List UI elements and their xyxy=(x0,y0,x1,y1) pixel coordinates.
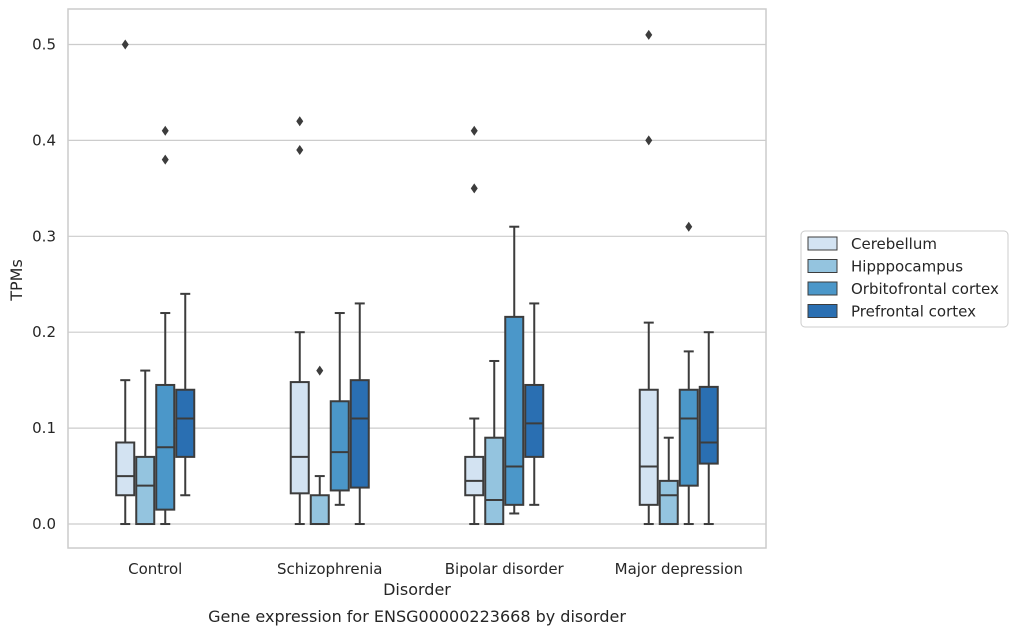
box-body xyxy=(175,388,196,458)
box-orbitofrontal-cortex xyxy=(155,125,176,526)
outlier-point xyxy=(470,183,478,194)
x-tick-label: Control xyxy=(128,560,182,578)
legend-swatch xyxy=(807,236,838,251)
box-hipppocampus xyxy=(484,359,505,526)
outlier-point xyxy=(296,144,304,155)
box-cerebellum xyxy=(638,29,659,526)
box-hipppocampus xyxy=(658,436,679,526)
legend-label: Orbitofrontal cortex xyxy=(851,280,999,298)
box-body xyxy=(504,315,525,506)
box-body xyxy=(658,479,679,526)
x-axis-ticks: Control Schizophrenia Bipolar disorder Majo… xyxy=(128,560,743,578)
box-prefrontal-cortex xyxy=(698,331,719,526)
box-body xyxy=(698,385,719,465)
outlier-point xyxy=(121,39,129,50)
box-body xyxy=(349,379,370,489)
box-prefrontal-cortex xyxy=(524,302,545,506)
box-body xyxy=(289,381,310,495)
legend-swatch xyxy=(807,259,838,273)
box-hipppocampus xyxy=(309,365,330,526)
outlier-point xyxy=(685,221,693,232)
box-cerebellum xyxy=(464,125,485,526)
y-tick-label: 0.4 xyxy=(32,131,56,149)
box-orbitofrontal-cortex xyxy=(678,221,699,526)
y-axis-label: TPMs xyxy=(7,259,26,302)
box-hipppocampus xyxy=(135,369,156,526)
box-prefrontal-cortex xyxy=(175,292,196,497)
y-axis-ticks: 0.0 0.1 0.2 0.3 0.4 0.5 xyxy=(32,35,56,533)
legend-label: Cerebellum xyxy=(851,235,937,253)
box-cerebellum xyxy=(289,116,310,526)
y-tick-label: 0.2 xyxy=(32,323,56,341)
outlier-point xyxy=(161,125,169,136)
outlier-point xyxy=(161,154,169,165)
y-tick-label: 0.1 xyxy=(32,419,56,437)
outlier-point xyxy=(316,365,324,376)
box-body xyxy=(638,388,659,506)
legend-label: Prefrontal cortex xyxy=(851,303,976,321)
box-body xyxy=(309,494,330,526)
box-body xyxy=(678,388,699,487)
box-body xyxy=(484,436,505,526)
legend-swatch xyxy=(807,281,838,296)
y-tick-label: 0.3 xyxy=(32,227,56,245)
legend-label: Hipppocampus xyxy=(851,258,963,276)
box-orbitofrontal-cortex xyxy=(504,225,525,515)
box-prefrontal-cortex xyxy=(349,302,370,526)
y-tick-label: 0.5 xyxy=(32,35,56,53)
box-cerebellum xyxy=(115,39,136,526)
outlier-point xyxy=(296,116,304,127)
outlier-point xyxy=(645,135,653,146)
box-body xyxy=(524,383,545,458)
plot-frame xyxy=(67,8,767,549)
y-tick-label: 0.0 xyxy=(32,515,56,533)
figure-caption: Gene expression for ENSG00000223668 by d… xyxy=(208,607,626,626)
x-tick-label: Major depression xyxy=(615,560,743,578)
box-body xyxy=(115,441,136,497)
box-orbitofrontal-cortex xyxy=(329,312,350,506)
legend: Cerebellum Hipppocampus Orbitofrontal cort… xyxy=(800,230,1009,328)
x-tick-label: Bipolar disorder xyxy=(445,560,565,578)
x-tick-label: Schizophrenia xyxy=(277,560,382,578)
box-body xyxy=(329,400,350,492)
outlier-point xyxy=(645,29,653,40)
x-axis-label: Disorder xyxy=(383,580,451,599)
outlier-point xyxy=(470,125,478,136)
box-body xyxy=(135,455,156,526)
box-body xyxy=(464,455,485,497)
legend-frame xyxy=(800,230,1009,328)
boxes-layer xyxy=(115,29,719,526)
legend-swatch xyxy=(807,304,838,318)
